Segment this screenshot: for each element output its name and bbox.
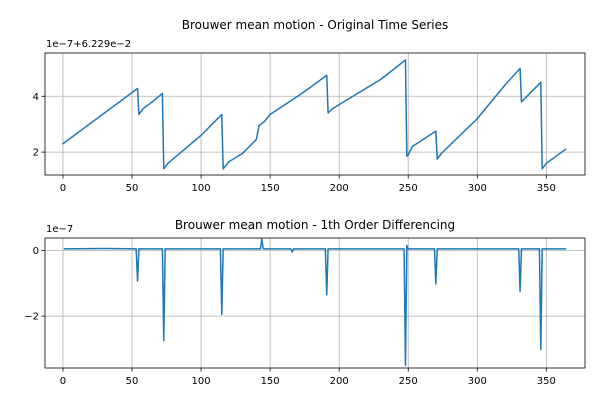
x-tick-label: 150 — [261, 183, 280, 194]
subplot-differencing: Brouwer mean motion - 1th Order Differen… — [24, 218, 586, 387]
plot-frame-differencing — [44, 237, 586, 369]
y-tick-label: −2 — [24, 312, 39, 323]
y-tick-label: 0 — [33, 246, 39, 257]
x-tick-label: 100 — [192, 376, 211, 387]
x-tick-label: 250 — [399, 376, 418, 387]
y-axis-original: 24 — [33, 92, 45, 159]
grid-differencing — [45, 238, 585, 368]
x-tick-label: 250 — [399, 183, 418, 194]
title-differencing: Brouwer mean motion - 1th Order Differen… — [175, 218, 455, 232]
x-tick-label: 350 — [537, 183, 556, 194]
grid-original — [45, 53, 585, 175]
x-tick-label: 50 — [126, 376, 139, 387]
x-tick-label: 50 — [126, 183, 139, 194]
subplot-original: Brouwer mean motion - Original Time Seri… — [33, 18, 586, 194]
series-layer-original — [62, 59, 567, 170]
x-axis-original: 0 50 100 150 200 250 300 350 — [60, 175, 556, 194]
x-tick-label: 0 — [60, 183, 66, 194]
x-tick-label: 200 — [330, 183, 349, 194]
x-tick-label: 100 — [192, 183, 211, 194]
x-axis-differencing: 0 50 100 150 200 250 300 350 — [60, 368, 556, 387]
x-tick-label: 300 — [468, 376, 487, 387]
y-tick-label: 2 — [33, 148, 39, 159]
y-offset-label-differencing: 1e−7 — [46, 224, 73, 235]
plot-frame-original — [44, 52, 586, 176]
series-line-original — [62, 59, 567, 170]
x-tick-label: 300 — [468, 183, 487, 194]
series-line-differencing — [63, 238, 567, 367]
x-tick-label: 0 — [60, 376, 66, 387]
series-layer-differencing — [63, 238, 567, 367]
y-offset-label-original: 1e−7+6.229e−2 — [46, 39, 131, 50]
title-original: Brouwer mean motion - Original Time Seri… — [182, 18, 448, 32]
x-tick-label: 150 — [261, 376, 280, 387]
x-tick-label: 350 — [537, 376, 556, 387]
x-tick-label: 200 — [330, 376, 349, 387]
y-axis-differencing: −2 0 — [24, 246, 45, 323]
y-tick-label: 4 — [33, 92, 39, 103]
